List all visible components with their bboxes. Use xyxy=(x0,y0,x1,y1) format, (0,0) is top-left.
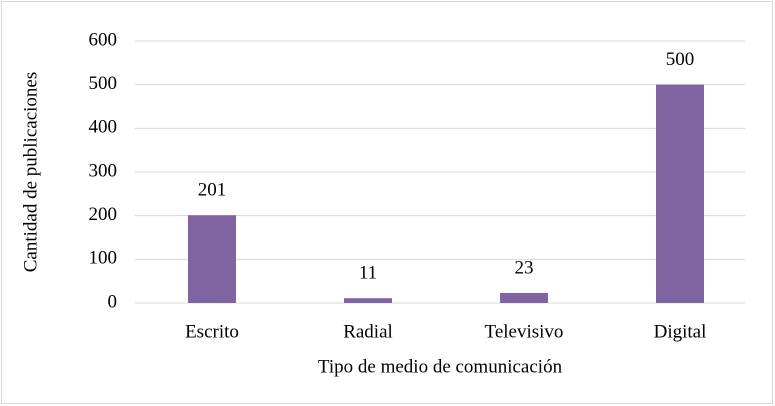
data-label: 11 xyxy=(359,263,377,284)
data-label: 500 xyxy=(666,49,695,70)
y-tick-label: 200 xyxy=(89,204,118,225)
y-tick-label: 0 xyxy=(108,291,118,312)
x-tick-label: Digital xyxy=(654,321,707,342)
data-label: 23 xyxy=(515,257,534,278)
y-tick-label: 300 xyxy=(89,160,118,181)
x-tick-label: Escrito xyxy=(185,321,239,342)
y-tick-label: 400 xyxy=(89,117,118,138)
data-label: 201 xyxy=(198,180,227,201)
x-tick-label: Televisivo xyxy=(485,321,564,342)
x-axis-title: Tipo de medio de comunicación xyxy=(318,356,563,377)
y-tick-label: 500 xyxy=(89,73,118,94)
x-tick-label: Radial xyxy=(343,321,393,342)
y-axis-title: Cantidad de publicaciones xyxy=(20,72,41,273)
bar xyxy=(500,292,548,303)
bar xyxy=(656,84,704,304)
bar xyxy=(344,298,392,303)
y-tick-label: 600 xyxy=(89,29,118,50)
y-tick-label: 100 xyxy=(89,248,118,269)
bar xyxy=(188,215,236,303)
